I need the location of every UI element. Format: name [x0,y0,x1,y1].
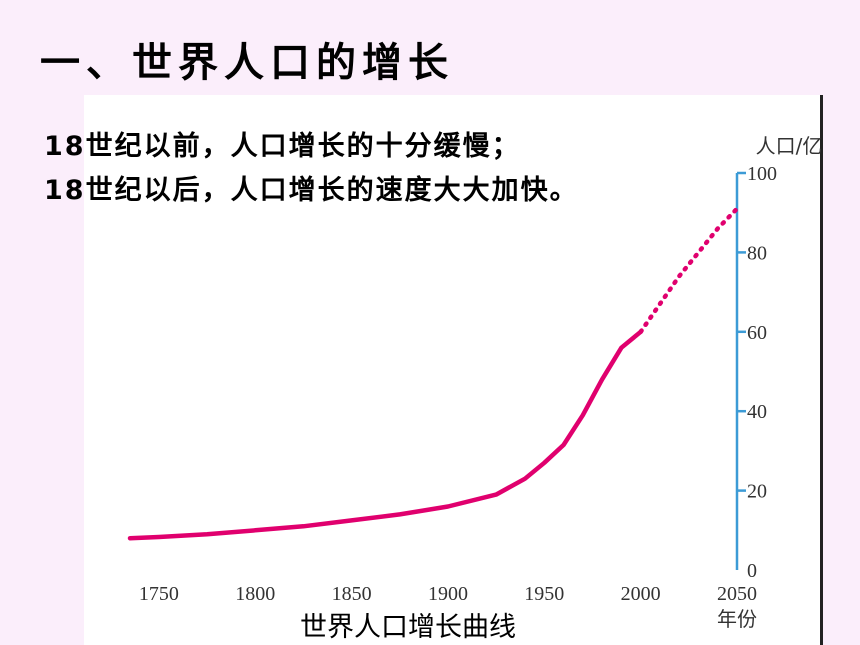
y-axis-label: 人口/亿 [756,134,823,158]
population-line [127,329,643,541]
x-tick-label: 1950 [524,583,564,605]
note-after-18th-century: 18世纪以后，人口增长的速度大大加快。 [44,175,579,206]
y-tick-label: 100 [747,163,777,185]
slide-title: 一、世界人口的增长 [40,40,454,86]
y-tick-label: 20 [747,481,767,503]
right-divider [820,95,823,645]
chart-caption: 世界人口增长曲线 [300,612,516,643]
notes-block: 18世纪以前，人口增长的十分缓慢； 18世纪以后，人口增长的速度大大加快。 [44,125,579,213]
y-tick-label: 60 [747,322,767,344]
projected-population-line [638,206,740,335]
x-tick-label: 1750 [139,583,179,605]
y-tick-label: 40 [747,401,767,423]
y-tick-label: 0 [747,560,757,582]
x-axis-label: 年份 [717,607,757,631]
x-tick-label: 1850 [332,583,372,605]
x-tick-label: 1900 [428,583,468,605]
x-tick-label: 2000 [621,583,661,605]
chart-panel [84,95,820,645]
y-tick-label: 80 [747,242,767,264]
x-tick-label: 2050 [717,583,757,605]
note-before-18th-century: 18世纪以前，人口增长的十分缓慢； [44,131,521,162]
x-tick-label: 1800 [235,583,275,605]
